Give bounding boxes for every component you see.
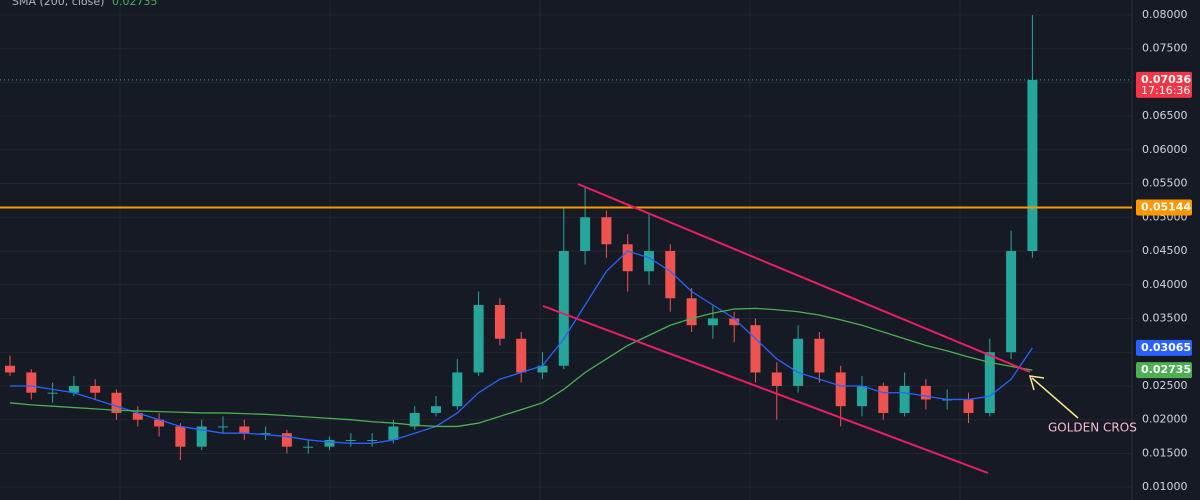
annotation: GOLDEN CROS xyxy=(1048,421,1137,435)
legend-value: 0.02735 xyxy=(112,0,158,8)
legend-name: SMA (200, close) xyxy=(12,0,104,8)
candle-body xyxy=(1027,79,1038,252)
candle-body xyxy=(963,399,974,413)
arrow-head xyxy=(1028,375,1045,391)
candle-body xyxy=(90,385,101,393)
price-badge xyxy=(1136,362,1192,379)
candle-body xyxy=(920,385,931,400)
countdown: 17:16:36 xyxy=(1141,84,1190,97)
price-badge xyxy=(1136,199,1192,216)
candle-body xyxy=(665,251,676,299)
y-tick-label: 0.02000 xyxy=(1142,413,1188,426)
drawings: GOLDEN CROS xyxy=(542,183,1137,474)
candle-body xyxy=(494,304,505,339)
candle-body xyxy=(196,426,207,447)
y-tick-label: 0.04500 xyxy=(1142,244,1188,257)
price-badge xyxy=(1136,71,1192,98)
price-badge-label: 0.02735 xyxy=(1141,363,1191,376)
candle-body xyxy=(452,372,463,407)
legend: SMA (200, close) 0.02735 xyxy=(12,0,158,8)
price-axis: 0.080000.075000.070000.065000.060000.055… xyxy=(1136,8,1192,493)
candle-body xyxy=(473,304,484,373)
y-tick-label: 0.03500 xyxy=(1142,311,1188,324)
candle-body xyxy=(409,412,420,427)
candle-body xyxy=(580,217,591,252)
sma-line xyxy=(10,250,1033,444)
y-tick-label: 0.06500 xyxy=(1142,109,1188,122)
candle-body xyxy=(111,392,122,413)
candle-body xyxy=(303,446,314,448)
y-tick-label: 0.05500 xyxy=(1142,177,1188,190)
candle-body xyxy=(154,419,165,427)
candle-body xyxy=(5,365,15,373)
y-tick-label: 0.01000 xyxy=(1142,480,1188,493)
arrow-line xyxy=(1031,377,1079,419)
price-badge xyxy=(1136,339,1192,356)
y-tick-label: 0.08000 xyxy=(1142,8,1188,21)
candle-body xyxy=(601,217,612,245)
candle-body xyxy=(984,352,995,413)
candle-body xyxy=(558,251,569,366)
candle-body xyxy=(239,426,250,434)
candle-body xyxy=(431,406,441,413)
candle-body xyxy=(324,439,335,447)
candle-body xyxy=(516,338,527,373)
candle-body xyxy=(857,385,867,407)
candle-body xyxy=(281,433,292,447)
channel-upper xyxy=(577,183,1031,373)
y-tick-label: 0.07500 xyxy=(1142,42,1188,55)
candle-body xyxy=(218,426,228,428)
candle-body xyxy=(537,365,548,373)
price-badge-label: 0.07036 xyxy=(1141,73,1191,86)
candle-body xyxy=(345,439,356,441)
candle-body xyxy=(771,372,782,386)
y-tick-label: 0.04000 xyxy=(1142,278,1188,291)
candle-body xyxy=(26,372,37,393)
candle-body xyxy=(1006,251,1017,353)
y-tick-label: 0.02500 xyxy=(1142,379,1188,392)
candle-body xyxy=(175,426,186,447)
candle-body xyxy=(878,385,889,413)
candle-body xyxy=(367,439,378,441)
candle-body xyxy=(388,426,399,440)
candle-body xyxy=(68,385,79,393)
y-tick-label: 0.06000 xyxy=(1142,143,1188,156)
candle-body xyxy=(729,318,740,326)
candle-body xyxy=(899,385,910,413)
candle-body xyxy=(622,244,633,272)
candle-body xyxy=(644,251,654,272)
candle-body xyxy=(132,412,143,420)
candle-body xyxy=(707,318,718,326)
candle-body xyxy=(260,433,271,435)
plot xyxy=(0,14,1132,461)
sma-line xyxy=(9,307,1033,428)
channel-lower xyxy=(542,305,989,474)
y-tick-label: 0.01500 xyxy=(1142,446,1188,459)
candle-body xyxy=(686,298,697,326)
candle-body xyxy=(814,338,825,373)
price-badge-label: 0.03065 xyxy=(1141,341,1191,354)
price-badge-label: 0.05144 xyxy=(1141,201,1191,214)
candle-body xyxy=(793,338,804,386)
candle-body xyxy=(47,392,58,394)
candle-body xyxy=(750,325,761,373)
candle-body xyxy=(835,372,846,407)
